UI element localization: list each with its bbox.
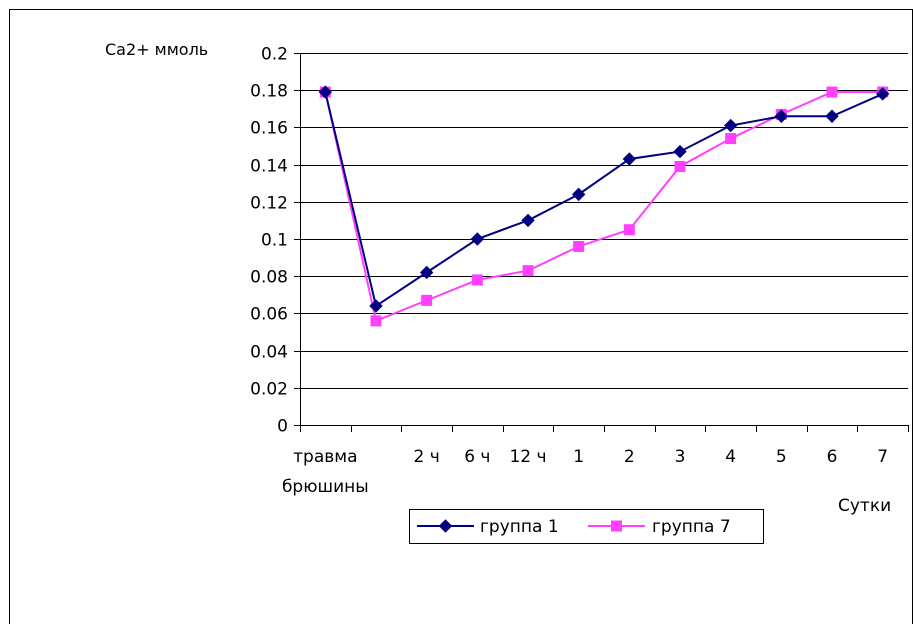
x-tick-label: 1 bbox=[573, 447, 584, 467]
x-tick-label: 2 ч bbox=[414, 447, 440, 467]
legend-marker-shape bbox=[611, 520, 622, 532]
y-axis-label: Ca2+ ммоль bbox=[105, 40, 208, 59]
y-tick-label: 0.14 bbox=[250, 157, 288, 177]
axes bbox=[294, 53, 909, 432]
data-point bbox=[875, 87, 890, 101]
x-tick-label: 6 bbox=[827, 447, 838, 467]
data-point bbox=[521, 213, 535, 228]
legend-marker-group-7 bbox=[611, 520, 622, 532]
legend-marker-shape bbox=[438, 519, 453, 533]
y-tick-label: 0 bbox=[277, 417, 288, 437]
legend-label-group-1: группа 1 bbox=[480, 517, 559, 537]
data-point bbox=[369, 299, 383, 313]
x-tick-label: 4 bbox=[725, 447, 736, 467]
data-point bbox=[571, 187, 586, 202]
legend: группа 1 группа 7 bbox=[409, 509, 764, 544]
series-line bbox=[324, 91, 884, 308]
data-point bbox=[421, 294, 433, 306]
y-tick-label: 0.06 bbox=[250, 305, 288, 325]
data-point bbox=[673, 144, 687, 159]
data-point bbox=[825, 109, 839, 123]
data-point bbox=[370, 315, 382, 327]
y-tick-label: 0.1 bbox=[261, 231, 288, 251]
series-lines bbox=[318, 85, 890, 327]
data-point bbox=[318, 85, 333, 99]
x-tick-label: 6 ч bbox=[464, 447, 490, 467]
data-point bbox=[522, 265, 534, 277]
y-tick-label: 0.18 bbox=[250, 82, 288, 102]
x-tick-label-line: брюшины bbox=[282, 477, 369, 497]
y-tick-label: 0.02 bbox=[250, 380, 288, 400]
x-tick-label: 5 bbox=[776, 447, 787, 467]
series-group-1 bbox=[318, 85, 890, 313]
x-tick-labels: травма брюшины 2 ч 6 ч 12 ч 1 2 3 4 5 6 7 bbox=[282, 447, 888, 497]
data-point bbox=[723, 118, 738, 133]
legend-marker-group-1 bbox=[438, 519, 453, 533]
x-tick-label-line: травма bbox=[293, 447, 357, 467]
data-point bbox=[470, 232, 485, 246]
y-tick-label: 0.04 bbox=[250, 343, 288, 363]
y-tick-label: 0.12 bbox=[250, 194, 288, 214]
y-tick-labels: 0 0.02 0.04 0.06 0.08 0.1 0.12 0.14 0.16 0.18 0.2 bbox=[250, 45, 288, 437]
data-point bbox=[573, 240, 585, 252]
data-point bbox=[623, 224, 635, 236]
data-point bbox=[471, 274, 483, 286]
y-tick-label: 0.2 bbox=[261, 45, 288, 65]
data-point bbox=[774, 109, 789, 123]
x-axis-label: Сутки bbox=[838, 496, 891, 516]
series-line bbox=[324, 91, 883, 323]
gridlines bbox=[300, 53, 908, 389]
x-tick-label: травма брюшины bbox=[282, 447, 369, 497]
x-tick-label: 12 ч bbox=[509, 447, 546, 467]
data-point bbox=[674, 160, 686, 172]
data-point bbox=[622, 152, 637, 166]
data-point bbox=[419, 265, 434, 280]
data-point bbox=[826, 86, 838, 98]
data-point bbox=[725, 133, 737, 145]
x-tick-label: 7 bbox=[877, 447, 888, 467]
y-tick-label: 0.08 bbox=[250, 268, 288, 288]
legend-label-group-7: группа 7 bbox=[652, 517, 731, 537]
x-tick-label: 2 bbox=[624, 447, 635, 467]
x-tick-label: 3 bbox=[675, 447, 686, 467]
y-tick-label: 0.16 bbox=[250, 119, 288, 139]
